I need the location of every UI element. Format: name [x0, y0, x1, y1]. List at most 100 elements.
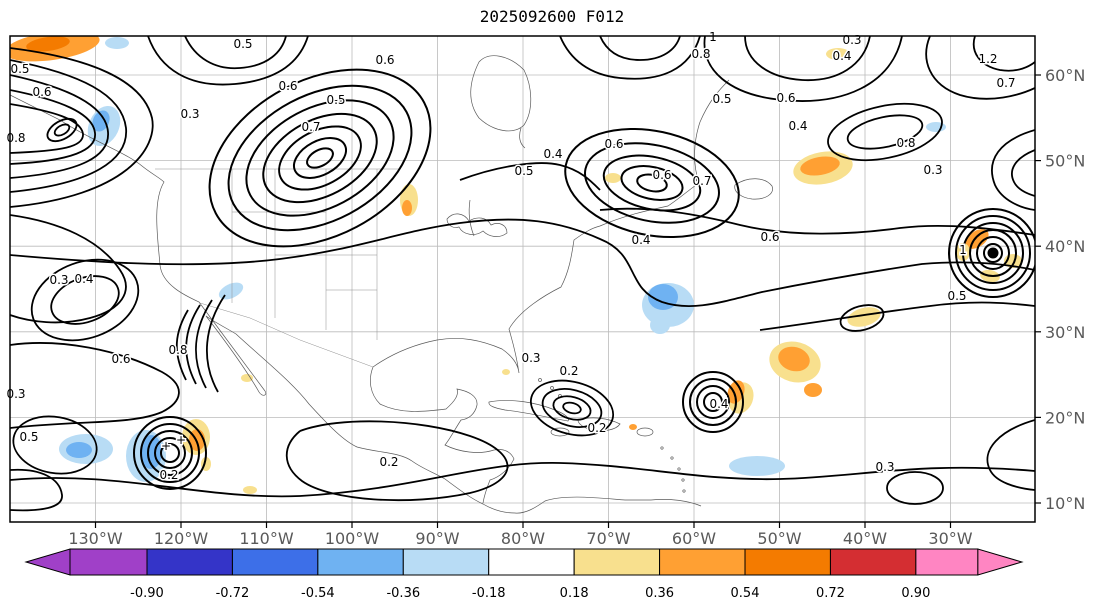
- contour-label: 0.6: [278, 79, 297, 93]
- contour-label: +: [176, 433, 186, 447]
- contour-line: [10, 468, 63, 512]
- lon-tick-label: 120°W: [154, 529, 209, 548]
- shaded-region: [727, 380, 745, 404]
- contour-label: 0.6: [111, 352, 130, 366]
- great-lakes: [446, 199, 508, 237]
- contour-label: 0.2: [559, 364, 578, 378]
- coastline-gulf-atlantic: [372, 79, 730, 374]
- coastline-pacific: [10, 94, 266, 392]
- contour-label: 0.5: [19, 430, 38, 444]
- puerto-rico-island: [636, 427, 654, 437]
- colorbar-under-arrow: [24, 548, 71, 576]
- colorbar-segment: [573, 548, 661, 576]
- shaded-region: [66, 442, 92, 458]
- state-borders: [155, 168, 400, 368]
- lat-tick-label: 40°N: [1045, 237, 1085, 256]
- contour-loop-southeast: [886, 471, 944, 505]
- shaded-region: [729, 456, 785, 476]
- shaded-region: [218, 282, 244, 300]
- colorbar-segment: [317, 548, 404, 576]
- lon-tick-label: 30°W: [928, 529, 972, 548]
- lat-tick-label: 30°N: [1045, 323, 1085, 342]
- lat-tick-label: 20°N: [1045, 408, 1085, 427]
- colorbar-segment: [402, 548, 490, 576]
- lon-tick-label: 80°W: [501, 529, 545, 548]
- colorbar-tick-label: 0.18: [560, 586, 589, 601]
- colorbar-segment: [744, 548, 831, 576]
- colorbar-tick-label: -0.18: [472, 586, 506, 601]
- contour-label: 1: [709, 30, 717, 44]
- contour-label: 0.6: [375, 53, 394, 67]
- colorbar-segment: [146, 548, 233, 576]
- colorbar-tick-label: -0.36: [386, 586, 420, 601]
- lon-tick-label: 90°W: [415, 529, 459, 548]
- colorbar-tick-label: 0.54: [731, 586, 760, 601]
- contour-lines: [10, 36, 1035, 512]
- contour-label: 0.4: [709, 397, 728, 411]
- lon-tick-label: 40°W: [843, 529, 887, 548]
- colorbar-tick-label: -0.54: [301, 586, 335, 601]
- shaded-region: [502, 369, 510, 375]
- contour-nest-northeast: [827, 102, 943, 162]
- coastlines: [10, 55, 773, 514]
- shaded-anomaly-regions: [10, 36, 1022, 494]
- contour-label: 0.3: [49, 273, 68, 287]
- colorbar-tick-label: -0.90: [130, 586, 164, 601]
- shaded-region: [605, 173, 621, 183]
- contour-label: 0.3: [521, 351, 540, 365]
- jamaica-island: [550, 427, 570, 437]
- contour-label: 0.7: [996, 76, 1015, 90]
- contour-label: 0.8: [691, 47, 710, 61]
- contour-label: 0.5: [233, 37, 252, 51]
- newfoundland-island: [734, 178, 773, 200]
- contour-label: 0.2: [379, 455, 398, 469]
- lon-tick-label: 100°W: [325, 529, 380, 548]
- contour-label: 1.2: [978, 52, 997, 66]
- contour-loop-southwest: [12, 415, 98, 475]
- contour-line: [559, 36, 903, 102]
- colorbar-tick-label: 0.90: [901, 586, 930, 601]
- contour-label: 0.7: [692, 174, 711, 188]
- contour-label: 0.3: [923, 163, 942, 177]
- colorbar-segment: [915, 548, 979, 576]
- colorbar-segment: [659, 548, 746, 576]
- shaded-region: [105, 37, 129, 49]
- storm-center-dot: [987, 247, 999, 259]
- colorbar: -0.90 -0.72 -0.54 -0.36 -0.18 0.18 0.36 0.54 0.7…: [24, 548, 1024, 601]
- shaded-region: [800, 156, 840, 176]
- contour-nest-yucatan: [529, 379, 615, 437]
- shaded-region: [629, 424, 637, 430]
- shaded-region: [402, 200, 412, 216]
- hudson-bay: [470, 55, 532, 149]
- shaded-region: [826, 48, 850, 60]
- contour-label: 0.4: [788, 119, 807, 133]
- colorbar-segment: [829, 548, 917, 576]
- shaded-region: [778, 346, 810, 372]
- contour-nest-atlantic-north: [564, 127, 740, 239]
- contour-line: [175, 294, 226, 393]
- colorbar-segment: [69, 548, 148, 576]
- contour-label: 0.2: [159, 468, 178, 482]
- contour-label: 0.4: [631, 233, 650, 247]
- contour-label: 0.5: [10, 62, 29, 76]
- contour-nest-coastal: [46, 117, 78, 143]
- contour-label: 0.5: [947, 289, 966, 303]
- contour-label: 0.6: [760, 230, 779, 244]
- cuba-island: [488, 400, 569, 422]
- contour-label: 0.2: [587, 421, 606, 435]
- contour-label: 0.5: [514, 164, 533, 178]
- lat-tick-label: 50°N: [1045, 152, 1085, 171]
- contour-label: 0.6: [604, 137, 623, 151]
- contour-line: [10, 162, 1035, 429]
- lesser-antilles-islands: [660, 446, 686, 493]
- colorbar-tick-label: 0.72: [816, 586, 845, 601]
- contour-label: +: [161, 439, 171, 453]
- contour-nest-tropical-atlantic: [682, 371, 744, 433]
- contour-bullseye-east: [948, 208, 1035, 298]
- contour-nest-east-pacific-storm: [133, 416, 207, 490]
- lat-tick-label: 10°N: [1045, 494, 1085, 513]
- coastline-yucatan-caribbean: [370, 366, 515, 504]
- lon-tick-label: 60°W: [672, 529, 716, 548]
- shaded-region: [92, 110, 110, 132]
